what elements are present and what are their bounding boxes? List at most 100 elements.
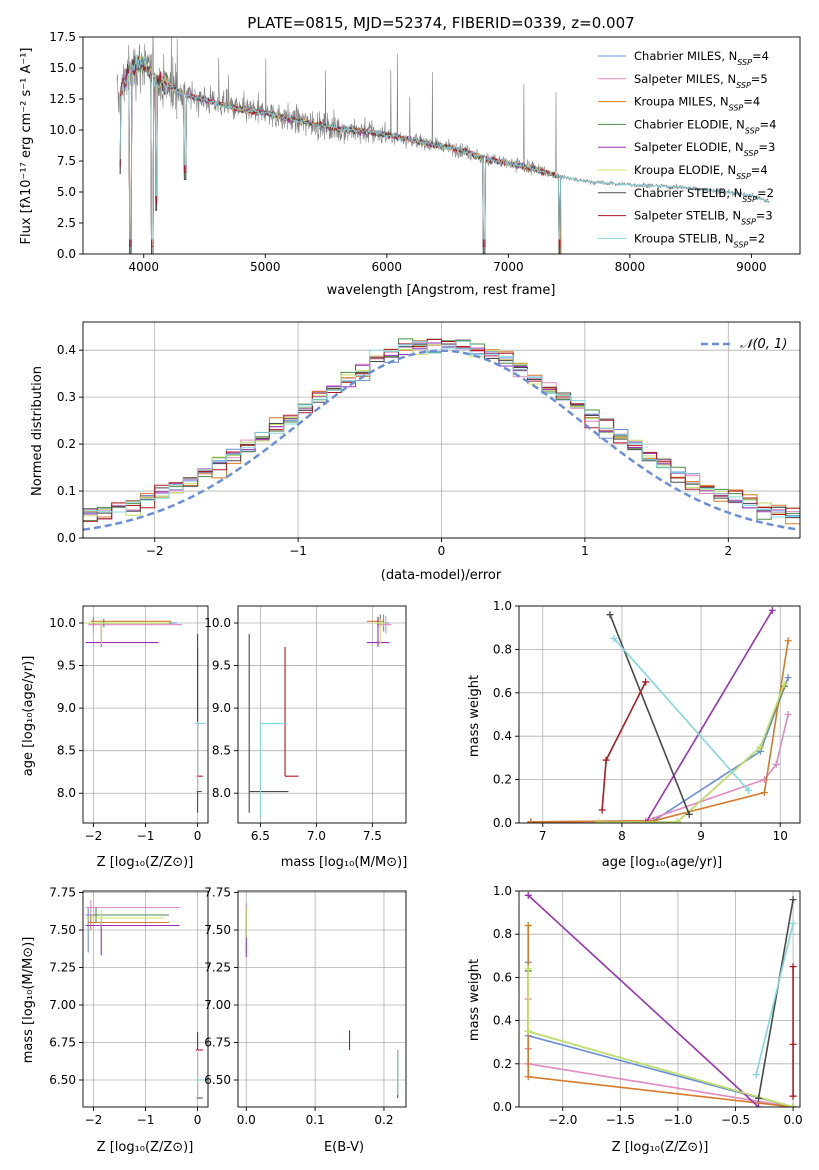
weight-marker-salpeter-stelib	[789, 963, 797, 971]
weight-vs-Z-ylabel: mass weight	[467, 959, 482, 1041]
y-tick-label: 0.3	[57, 390, 76, 404]
mass-vs-EBV-plot-area: 0.0 0.1 0.2 6.50 6.75 7.00 7.25 7.50 7.75	[204, 886, 407, 1127]
y-tick-label: 8.0	[57, 786, 76, 800]
model-spectrum-red-tail	[560, 175, 770, 203]
y-tick-label: 0.8	[493, 927, 512, 941]
plot-content	[85, 617, 206, 813]
age-vs-mass-xlabel: mass [log₁₀(M/M⊙)]	[281, 855, 408, 870]
x-tick-label: 10	[773, 829, 788, 843]
x-tick-label: 1	[581, 544, 589, 558]
plot-content	[527, 606, 792, 823]
y-tick-label: 6.75	[204, 1036, 231, 1050]
x-tick-label: −1.5	[606, 1113, 635, 1127]
plot-content	[248, 614, 392, 818]
weight-vs-age-ylabel: mass weight	[467, 675, 482, 757]
y-tick-label: 1.0	[493, 599, 512, 613]
residuals-legend: 𝒩(0, 1)	[701, 337, 787, 352]
y-tick-label: 8.0	[212, 786, 231, 800]
weight-marker-kroupa-stelib	[745, 786, 753, 794]
weight-marker-kroupa-stelib	[610, 635, 618, 643]
weight-marker-salpeter-elodie	[524, 891, 532, 899]
x-tick-label: −2	[146, 544, 164, 558]
x-tick-label: 6000	[372, 260, 403, 274]
legend-label-chabrier-stelib: Chabrier STELIB, NSSP=2	[634, 186, 774, 204]
weight-marker-kroupa-miles	[784, 637, 792, 645]
model-spectrum-kroupa-stelib	[119, 54, 562, 240]
y-tick-label: 7.25	[49, 961, 76, 975]
plot-frame: 6.5 7.0 7.5 8.0 8.5 9.0 9.5 10.0	[204, 605, 407, 843]
legend-label-kroupa-miles: Kroupa MILES, NSSP=4	[634, 95, 760, 113]
y-tick-label: 7.75	[49, 886, 76, 900]
weight-marker-kroupa-elodie	[780, 680, 788, 688]
y-tick-label: 9.0	[212, 701, 231, 715]
plot-content	[83, 338, 800, 532]
panel-age-vs-Z: −2 −1 0 8.0 8.5 9.0 9.5 10.0 Z [log₁₀(Z/Z⊙)] ag…	[21, 605, 209, 870]
x-tick-label: 0.0	[784, 1113, 803, 1127]
x-tick-label: 0.0	[237, 1113, 256, 1127]
x-tick-label: 7000	[493, 260, 524, 274]
y-tick-label: 15.0	[49, 61, 76, 75]
plot-frame: 0.0 0.1 0.2 6.50 6.75 7.00 7.25 7.50 7.75	[204, 886, 407, 1127]
weight-marker-kroupa-miles	[760, 789, 768, 797]
weight-marker-chabrier-stelib	[606, 611, 614, 619]
mass-vs-EBV-xlabel: E(B-V)	[324, 1140, 364, 1155]
y-tick-label: 8.5	[57, 744, 76, 758]
y-tick-label: 1.0	[493, 884, 512, 898]
weight-marker-salpeter-miles	[784, 711, 792, 718]
weight-marker-kroupa-elodie	[673, 818, 681, 823]
y-tick-label: 5.0	[57, 185, 76, 199]
y-tick-label: 12.5	[49, 92, 76, 106]
x-tick-label: 8	[618, 829, 626, 843]
panel-mass-vs-EBV: 0.0 0.1 0.2 6.50 6.75 7.00 7.25 7.50 7.75 E(B-V)	[204, 886, 407, 1155]
y-tick-label: 0.0	[493, 1100, 512, 1114]
plot-frame: −2 −1 0 1 2 0.0 0.1 0.2 0.3 0.4	[57, 321, 801, 558]
panel-age-vs-mass: 6.5 7.0 7.5 8.0 8.5 9.0 9.5 10.0 mass [log₁₀(M/…	[204, 605, 408, 870]
weight-marker-chabrier-stelib	[755, 1094, 763, 1102]
weight-marker-salpeter-stelib	[602, 756, 610, 764]
x-tick-label: 7.5	[363, 829, 382, 843]
normal-distribution-curve	[83, 349, 798, 532]
y-tick-label: 8.5	[212, 744, 231, 758]
axes-frame	[82, 36, 801, 255]
weight-marker-kroupa-stelib	[752, 1071, 760, 1079]
weight-marker-kroupa-elodie	[789, 1103, 797, 1107]
weight-marker-salpeter-stelib	[642, 678, 650, 686]
y-tick-label: 10.0	[49, 123, 76, 137]
y-tick-label: 6.50	[49, 1073, 76, 1087]
legend-label-chabrier-elodie: Chabrier ELODIE, NSSP=4	[634, 117, 776, 135]
legend-label-kroupa-elodie: Kroupa ELODIE, NSSP=4	[634, 163, 768, 181]
legend-label-salpeter-stelib: Salpeter STELIB, NSSP=3	[634, 209, 773, 227]
weight-marker-kroupa-elodie	[524, 1027, 532, 1035]
axes-frame	[518, 890, 801, 1108]
age-vs-Z-plot-area: −2 −1 0 8.0 8.5 9.0 9.5 10.0	[49, 605, 209, 843]
weight-vs-age-plot-area: 7 8 9 10 0.0 0.2 0.4 0.6 0.8 1.0	[493, 599, 801, 843]
legend-label-salpeter-miles: Salpeter MILES, NSSP=5	[634, 72, 768, 90]
y-tick-label: 6.50	[204, 1073, 231, 1087]
weight-marker-kroupa-stelib	[789, 919, 797, 927]
plot-content	[85, 900, 206, 1099]
legend-label-chabrier-miles: Chabrier MILES, NSSP=4	[634, 49, 769, 67]
histogram-kroupa-stelib	[83, 340, 800, 518]
normal-legend-label: 𝒩(0, 1)	[740, 337, 787, 352]
x-tick-label: −1	[137, 1113, 155, 1127]
age-vs-Z-ylabel: age [log₁₀(age/yr)]	[21, 656, 36, 777]
weight-marker-salpeter-stelib	[789, 1092, 797, 1100]
y-tick-label: 7.75	[204, 886, 231, 900]
legend-label-salpeter-elodie: Salpeter ELODIE, NSSP=3	[634, 140, 775, 158]
y-tick-label: 9.5	[212, 659, 231, 673]
panel-weight-vs-age: 7 8 9 10 0.0 0.2 0.4 0.6 0.8 1.0 age [log₁₀(age/y…	[467, 599, 801, 870]
x-tick-label: 2	[724, 544, 732, 558]
y-tick-label: 6.75	[49, 1036, 76, 1050]
weight-marker-kroupa-miles	[524, 1073, 532, 1081]
age-vs-Z-xlabel: Z [log₁₀(Z/Z⊙)]	[97, 855, 194, 870]
weight-vs-Z-plot-area: −2.0 −1.5 −1.0 −0.5 0.0 0.0 0.2 0.4 0.6 0.8 1.0	[493, 884, 803, 1127]
weight-marker-salpeter-stelib	[789, 1040, 797, 1048]
x-tick-label: 0.1	[306, 1113, 325, 1127]
panel-residuals: −2 −1 0 1 2 0.0 0.1 0.2 0.3 0.4 (data-model)/erro…	[30, 321, 801, 583]
plot-content	[116, 37, 770, 254]
x-tick-label: 7.0	[307, 829, 326, 843]
plot-frame: −2.0 −1.5 −1.0 −0.5 0.0 0.0 0.2 0.4 0.6 0.8 1.0	[493, 884, 803, 1127]
panel-weight-vs-Z: −2.0 −1.5 −1.0 −0.5 0.0 0.0 0.2 0.4 0.6 0.8 1.0 Z …	[467, 884, 803, 1155]
panel-spectrum: PLATE=0815, MJD=52374, FIBERID=0339, z=0…	[19, 14, 801, 298]
y-tick-label: 7.50	[204, 923, 231, 937]
